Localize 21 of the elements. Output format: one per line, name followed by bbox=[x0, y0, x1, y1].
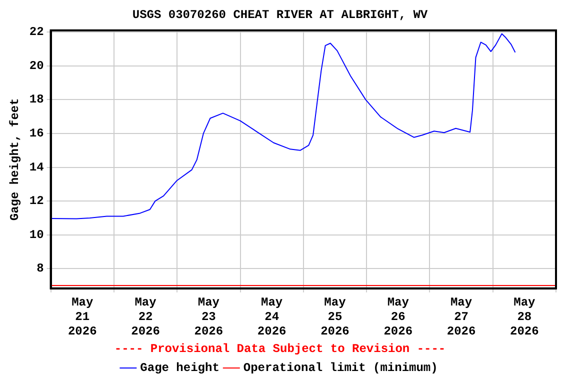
chart-title: USGS 03070260 CHEAT RIVER AT ALBRIGHT, WV bbox=[132, 8, 428, 22]
x-tick-label: May 23 2026 bbox=[194, 296, 224, 338]
x-tick-label: May 28 2026 bbox=[510, 296, 539, 338]
y-tick-label: 18 bbox=[29, 92, 44, 107]
y-tick-label: 12 bbox=[29, 194, 44, 208]
y-axis-title: Gage height, feet bbox=[8, 98, 22, 221]
x-tick-label: May 26 2026 bbox=[384, 296, 413, 338]
y-tick-label: 20 bbox=[29, 58, 44, 73]
x-tick-label: May 22 2026 bbox=[131, 296, 160, 338]
legend-label: Operational limit (minimum) bbox=[243, 361, 438, 376]
y-tick-label: 8 bbox=[36, 262, 44, 276]
x-tick-label: May 24 2026 bbox=[257, 296, 286, 338]
y-tick-label: 10 bbox=[29, 228, 44, 242]
x-tick-label: May 27 2026 bbox=[446, 296, 476, 338]
x-tick-label: May 25 2026 bbox=[320, 296, 350, 338]
y-tick-label: 14 bbox=[29, 160, 44, 174]
y-tick-label: 16 bbox=[29, 126, 44, 140]
y-tick-label: 22 bbox=[29, 25, 44, 40]
text: ---- Provisional Data Subject to Revision ---- bbox=[114, 342, 446, 356]
x-tick-label: May 21 2026 bbox=[68, 296, 97, 338]
legend-label: Gage height bbox=[140, 361, 220, 376]
